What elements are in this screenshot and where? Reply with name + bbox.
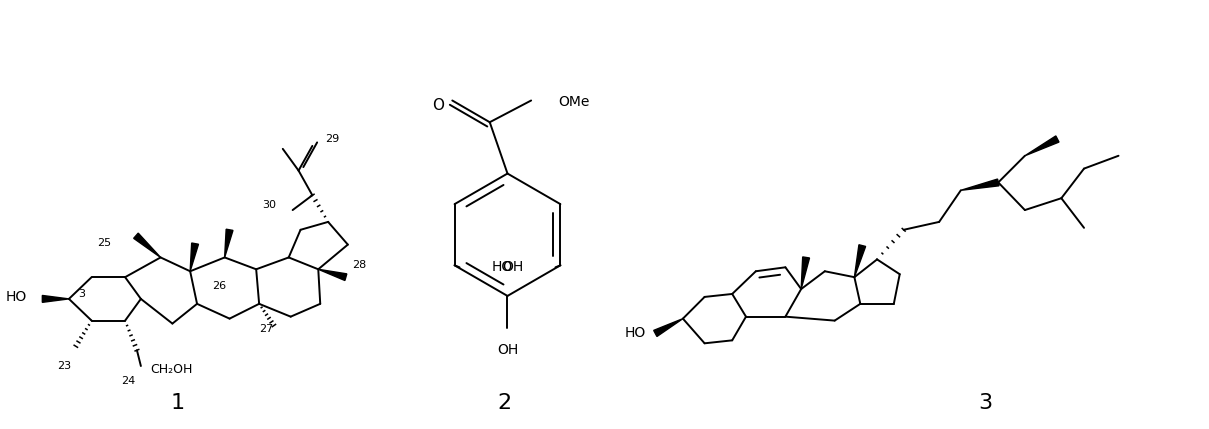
Text: HO: HO — [5, 290, 27, 304]
Polygon shape — [134, 233, 161, 257]
Text: 27: 27 — [259, 323, 273, 333]
Text: 28: 28 — [352, 260, 366, 270]
Text: O: O — [433, 98, 445, 113]
Polygon shape — [225, 229, 233, 257]
Text: OH: OH — [497, 343, 519, 357]
Text: 24: 24 — [121, 376, 135, 386]
Polygon shape — [190, 243, 198, 271]
Text: 25: 25 — [97, 238, 111, 248]
Text: OMe: OMe — [559, 96, 590, 109]
Polygon shape — [1025, 136, 1059, 156]
Polygon shape — [855, 245, 866, 277]
Polygon shape — [318, 269, 347, 281]
Polygon shape — [802, 257, 810, 289]
Polygon shape — [654, 319, 683, 336]
Text: 2: 2 — [497, 393, 511, 413]
Text: HO: HO — [492, 260, 513, 274]
Text: OH: OH — [502, 260, 523, 274]
Text: 26: 26 — [212, 281, 226, 291]
Polygon shape — [42, 296, 69, 302]
Text: 23: 23 — [57, 361, 71, 371]
Text: 29: 29 — [325, 134, 340, 144]
Text: 1: 1 — [170, 393, 185, 413]
Text: HO: HO — [624, 326, 646, 341]
Text: 3: 3 — [79, 289, 86, 299]
Text: 30: 30 — [262, 200, 276, 210]
Text: 3: 3 — [978, 393, 993, 413]
Polygon shape — [961, 179, 999, 190]
Text: CH₂OH: CH₂OH — [151, 363, 193, 377]
